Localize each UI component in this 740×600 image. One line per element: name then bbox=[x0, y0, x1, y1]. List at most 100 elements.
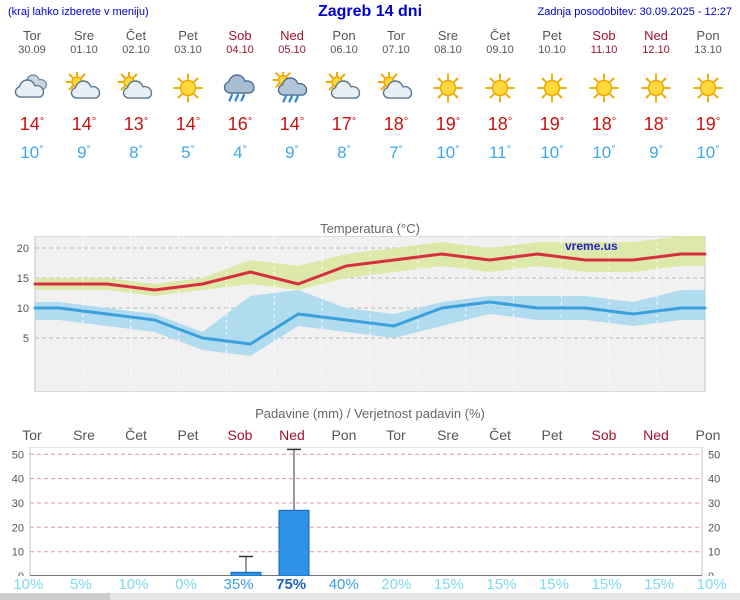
day-column[interactable]: Čet 02.10 13° 8° bbox=[110, 28, 162, 163]
precip-probability: 35% bbox=[223, 576, 254, 593]
day-name: Sob bbox=[228, 28, 252, 43]
temp-max: 18° bbox=[370, 112, 422, 135]
degree-sign: ° bbox=[455, 116, 461, 128]
precip-probability: 75% bbox=[276, 576, 307, 593]
temp-min-value: 9 bbox=[77, 143, 87, 162]
temp-max: 14° bbox=[266, 112, 318, 135]
temp-max: 19° bbox=[422, 112, 474, 135]
precip-day-label: Ned bbox=[643, 427, 669, 443]
degree-sign: ° bbox=[611, 116, 617, 128]
day-column[interactable]: Sob 11.10 18° 10° bbox=[578, 28, 630, 163]
degree-sign: ° bbox=[39, 116, 45, 128]
day-column[interactable]: Pon 13.10 19° 10° bbox=[682, 28, 734, 163]
degree-sign: ° bbox=[138, 144, 143, 156]
temp-min-value: 4 bbox=[233, 143, 243, 162]
degree-sign: ° bbox=[658, 144, 663, 156]
temp-min: 11° bbox=[474, 140, 526, 163]
day-column[interactable]: Sre 01.10 14° 9° bbox=[58, 28, 110, 163]
degree-sign: ° bbox=[247, 116, 253, 128]
degree-sign: ° bbox=[559, 144, 564, 156]
sunny-icon bbox=[688, 72, 728, 104]
svg-text:10: 10 bbox=[17, 303, 29, 315]
day-date: 13.10 bbox=[694, 44, 722, 56]
temp-min: 10° bbox=[526, 140, 578, 163]
temp-max: 16° bbox=[214, 112, 266, 135]
precip-chart-title: Padavine (mm) / Verjetnost padavin (%) bbox=[255, 406, 485, 421]
day-column[interactable]: Čet 09.10 18° 11° bbox=[474, 28, 526, 163]
day-column[interactable]: Tor 30.09 14° 10° bbox=[6, 28, 58, 163]
precip-day-label: Sre bbox=[73, 427, 95, 443]
precip-probability: 40% bbox=[328, 576, 359, 593]
temp-max-value: 19 bbox=[539, 114, 560, 134]
temp-max: 17° bbox=[318, 112, 370, 135]
degree-sign: ° bbox=[143, 116, 149, 128]
precip-day-label: Pon bbox=[695, 427, 721, 443]
day-date: 05.10 bbox=[278, 44, 306, 56]
day-column[interactable]: Tor 07.10 18° 7° bbox=[370, 28, 422, 163]
scrollbar-thumb[interactable] bbox=[0, 593, 110, 600]
svg-text:20: 20 bbox=[708, 522, 720, 534]
temp-max-value: 18 bbox=[487, 114, 508, 134]
day-column[interactable]: Pet 10.10 19° 10° bbox=[526, 28, 578, 163]
degree-sign: ° bbox=[559, 116, 565, 128]
temp-max-value: 16 bbox=[227, 114, 248, 134]
rain-icon bbox=[220, 72, 260, 104]
temp-max-value: 18 bbox=[643, 114, 664, 134]
day-date: 30.09 bbox=[18, 44, 46, 56]
degree-sign: ° bbox=[455, 144, 460, 156]
precip-probability: 15% bbox=[591, 576, 622, 593]
temp-max-value: 17 bbox=[331, 114, 352, 134]
day-name: Pon bbox=[332, 28, 356, 43]
precip-day-label: Pet bbox=[541, 427, 563, 443]
svg-text:30: 30 bbox=[12, 498, 24, 510]
precip-day-label: Čet bbox=[125, 427, 147, 443]
temp-min: 7° bbox=[370, 140, 422, 163]
partly-cloudy-icon bbox=[64, 72, 104, 104]
precip-day-label: Sre bbox=[437, 427, 459, 443]
day-column[interactable]: Pet 03.10 14° 5° bbox=[162, 28, 214, 163]
temp-min: 8° bbox=[110, 140, 162, 163]
temp-max: 19° bbox=[526, 112, 578, 135]
partly-cloudy-icon bbox=[116, 72, 156, 104]
temp-min-value: 10 bbox=[696, 143, 716, 162]
day-date: 07.10 bbox=[382, 44, 410, 56]
day-column[interactable]: Sre 08.10 19° 10° bbox=[422, 28, 474, 163]
temp-min-value: 5 bbox=[181, 143, 191, 162]
day-name: Čet bbox=[489, 28, 511, 43]
menu-hint: (kraj lahko izberete v meniju) bbox=[8, 6, 149, 18]
day-column[interactable]: Ned 12.10 18° 9° bbox=[630, 28, 682, 163]
precip-day-label: Sob bbox=[591, 427, 617, 443]
day-name: Pon bbox=[696, 28, 720, 43]
temp-max-value: 18 bbox=[383, 114, 404, 134]
horizontal-scrollbar[interactable] bbox=[0, 593, 740, 600]
day-column[interactable]: Pon 06.10 17° 8° bbox=[318, 28, 370, 163]
temp-min: 10° bbox=[6, 140, 58, 163]
precip-probability: 15% bbox=[644, 576, 675, 593]
days-row: Tor 30.09 14° 10° Sre 01.10 14° 9° Čet 02.10 13° 8°… bbox=[6, 28, 734, 163]
degree-sign: ° bbox=[715, 116, 721, 128]
cloudy-icon bbox=[12, 72, 52, 104]
day-date: 11.10 bbox=[590, 44, 618, 56]
precipitation-chart: 0010102020303040405050 bbox=[0, 446, 740, 583]
degree-sign: ° bbox=[91, 116, 97, 128]
svg-text:5: 5 bbox=[23, 333, 29, 345]
precip-probability: 10% bbox=[13, 576, 44, 593]
precip-day-labels: Tor Sre Čet Pet Sob Ned Pon Tor Sre Čet Pet Sob Ned P… bbox=[6, 427, 734, 443]
precip-probability: 10% bbox=[118, 576, 149, 593]
temp-max-value: 13 bbox=[123, 114, 144, 134]
temp-max-value: 14 bbox=[175, 114, 196, 134]
day-column[interactable]: Ned 05.10 14° 9° bbox=[266, 28, 318, 163]
day-name: Pet bbox=[178, 28, 198, 43]
temp-min: 10° bbox=[682, 140, 734, 163]
degree-sign: ° bbox=[398, 144, 403, 156]
svg-text:vreme.us: vreme.us bbox=[565, 239, 618, 253]
day-column[interactable]: Sob 04.10 16° 4° bbox=[214, 28, 266, 163]
temp-max: 18° bbox=[630, 112, 682, 135]
temp-min-value: 7 bbox=[389, 143, 399, 162]
temp-min-value: 9 bbox=[285, 143, 295, 162]
svg-text:40: 40 bbox=[708, 474, 720, 486]
day-date: 08.10 bbox=[434, 44, 462, 56]
precip-probability: 20% bbox=[381, 576, 412, 593]
degree-sign: ° bbox=[242, 144, 247, 156]
temp-min: 5° bbox=[162, 140, 214, 163]
